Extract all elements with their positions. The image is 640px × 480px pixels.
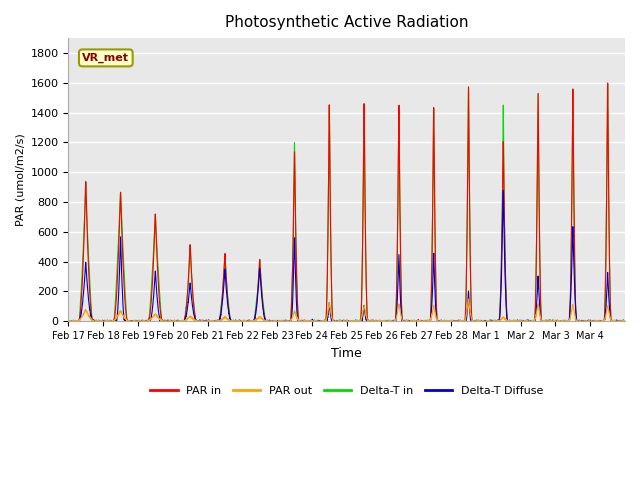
Line: Delta-T Diffuse: Delta-T Diffuse [68,191,625,321]
Delta-T in [527,318,534,324]
Y-axis label: PAR (umol/m2/s): PAR (umol/m2/s) [15,133,25,226]
PAR out [621,318,629,324]
PAR out [527,318,535,324]
Delta-T in [604,81,611,86]
PAR out [397,314,405,320]
Delta-T Diffuse [541,318,549,324]
Delta-T Diffuse [367,318,375,324]
PAR in [604,80,611,86]
Delta-T in [541,318,549,324]
PAR in [65,318,72,324]
PAR out [367,318,375,324]
PAR in [527,318,534,324]
Delta-T Diffuse [180,318,188,324]
PAR out [65,318,72,324]
Delta-T in [180,318,188,324]
PAR in [367,318,375,324]
X-axis label: Time: Time [332,347,362,360]
Delta-T in [367,318,375,324]
PAR in [621,318,629,324]
Text: VR_met: VR_met [83,53,129,63]
Delta-T Diffuse [499,188,507,193]
Delta-T in [621,318,629,324]
Line: PAR in: PAR in [68,83,625,321]
PAR in [541,318,549,324]
Line: PAR out: PAR out [68,299,625,321]
Delta-T Diffuse [500,203,508,208]
Line: Delta-T in: Delta-T in [68,84,625,321]
PAR in [65,318,72,324]
PAR in [500,149,508,155]
Delta-T in [65,318,72,324]
Legend: PAR in, PAR out, Delta-T in, Delta-T Diffuse: PAR in, PAR out, Delta-T in, Delta-T Dif… [145,382,548,401]
PAR out [65,318,72,324]
Delta-T Diffuse [621,318,629,324]
Delta-T Diffuse [65,317,72,323]
PAR out [180,318,188,324]
Delta-T in [397,292,405,298]
PAR in [397,291,405,297]
PAR in [180,318,188,324]
Delta-T Diffuse [527,318,535,324]
Title: Photosynthetic Active Radiation: Photosynthetic Active Radiation [225,15,468,30]
PAR out [465,296,472,302]
Delta-T in [500,117,508,122]
Delta-T Diffuse [397,309,405,315]
PAR out [500,314,508,320]
Delta-T Diffuse [65,318,72,324]
PAR out [541,318,549,324]
Delta-T in [65,318,72,324]
